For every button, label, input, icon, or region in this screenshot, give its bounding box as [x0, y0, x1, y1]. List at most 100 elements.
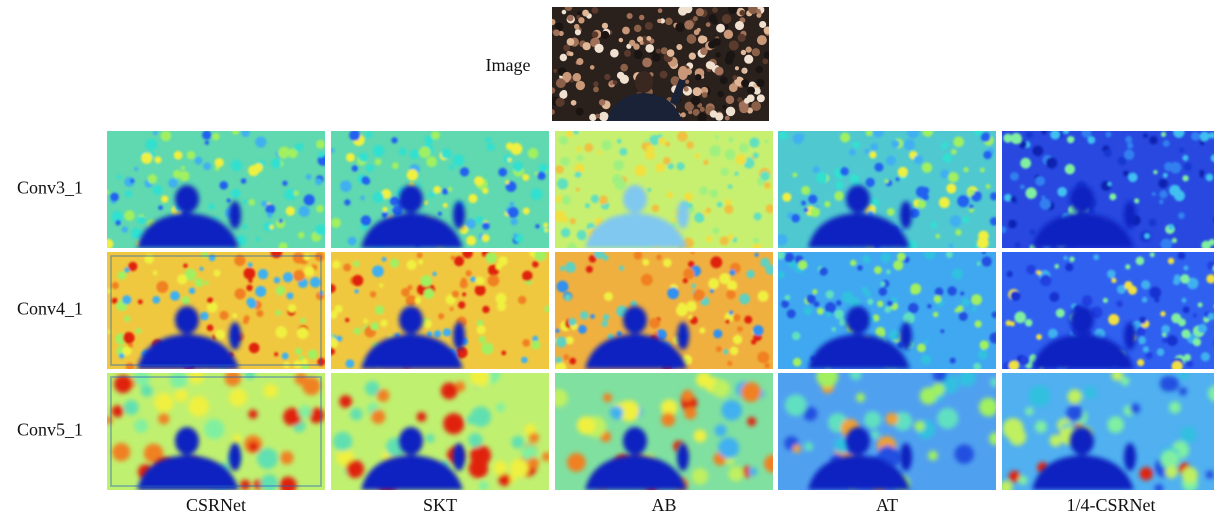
blob	[522, 271, 533, 282]
blob	[576, 147, 581, 152]
crowd-face	[737, 97, 742, 102]
crowd-face	[660, 71, 668, 79]
blob	[867, 299, 873, 305]
blob	[466, 236, 476, 246]
blob	[699, 186, 708, 195]
crowd-face	[549, 19, 555, 25]
blob	[730, 346, 739, 355]
blob	[256, 310, 263, 317]
silhouette-head	[846, 185, 870, 213]
blob	[1169, 401, 1181, 413]
blob	[1002, 418, 1023, 439]
blob	[1198, 324, 1207, 333]
crowd-face	[691, 96, 700, 105]
blob	[990, 217, 999, 226]
blob	[1173, 126, 1184, 137]
blob	[1141, 280, 1150, 289]
blob	[978, 350, 988, 360]
crowd-face	[722, 14, 732, 24]
blob	[243, 268, 255, 280]
blob	[760, 258, 770, 268]
blob	[1123, 171, 1129, 177]
blob	[1201, 352, 1210, 361]
blob	[949, 243, 954, 248]
blob	[992, 311, 999, 318]
blob	[377, 389, 390, 402]
blob	[784, 253, 794, 263]
blob	[974, 320, 981, 327]
crowd-face	[576, 58, 583, 65]
blob	[555, 165, 564, 174]
blob	[460, 167, 469, 176]
blob	[1040, 275, 1051, 286]
blob	[112, 405, 124, 417]
blob	[295, 348, 302, 355]
silhouette-hand	[453, 201, 465, 229]
blob	[676, 305, 688, 317]
blob	[125, 190, 132, 197]
blob	[667, 287, 679, 299]
blob	[248, 278, 253, 283]
blob	[427, 331, 432, 336]
crowd-face	[764, 26, 772, 34]
blob	[1010, 172, 1019, 181]
blob	[715, 135, 719, 139]
blob	[336, 336, 342, 342]
blob	[603, 393, 612, 402]
blob	[990, 192, 998, 200]
blob	[153, 185, 163, 195]
blob	[375, 305, 384, 314]
crowd-face	[562, 10, 567, 15]
blob	[424, 201, 428, 205]
blob	[999, 226, 1006, 233]
blob	[706, 236, 712, 242]
blob	[173, 170, 182, 179]
crowd-face	[756, 9, 761, 14]
blob	[1125, 136, 1132, 143]
blob	[448, 187, 453, 192]
blob	[390, 197, 399, 206]
blob	[243, 200, 248, 205]
blob	[1107, 416, 1124, 433]
blob	[1063, 128, 1069, 134]
blob	[879, 287, 888, 296]
blob	[601, 140, 612, 151]
blob	[468, 194, 477, 203]
blob	[861, 287, 867, 293]
blob	[213, 135, 217, 139]
blob	[776, 234, 788, 246]
crowd-face	[665, 18, 672, 25]
blob	[1178, 318, 1186, 326]
blob	[721, 400, 742, 421]
blob	[708, 278, 719, 289]
blob	[304, 266, 314, 276]
blob	[248, 262, 253, 267]
blob	[799, 133, 805, 139]
blob	[458, 301, 465, 308]
blob	[330, 148, 335, 153]
crowd-face	[624, 50, 631, 57]
crowd-face	[589, 114, 596, 121]
heatmap	[999, 126, 1214, 250]
blob	[963, 167, 968, 172]
blob	[421, 275, 433, 287]
blob	[441, 148, 451, 158]
blob	[884, 306, 891, 313]
crowd-face	[596, 114, 601, 119]
blob	[817, 308, 824, 315]
blob	[834, 310, 844, 320]
blob	[1040, 199, 1051, 210]
blob	[580, 311, 588, 319]
blob	[683, 278, 688, 283]
blob	[871, 430, 880, 439]
silhouette-head	[623, 427, 647, 455]
blob	[243, 224, 248, 229]
blob	[219, 311, 228, 320]
blob	[801, 201, 806, 206]
blob	[275, 326, 287, 338]
blob	[1206, 471, 1214, 479]
blob	[989, 432, 1002, 445]
crowd-face	[567, 15, 574, 22]
blob	[723, 349, 728, 354]
blob	[1125, 264, 1130, 269]
